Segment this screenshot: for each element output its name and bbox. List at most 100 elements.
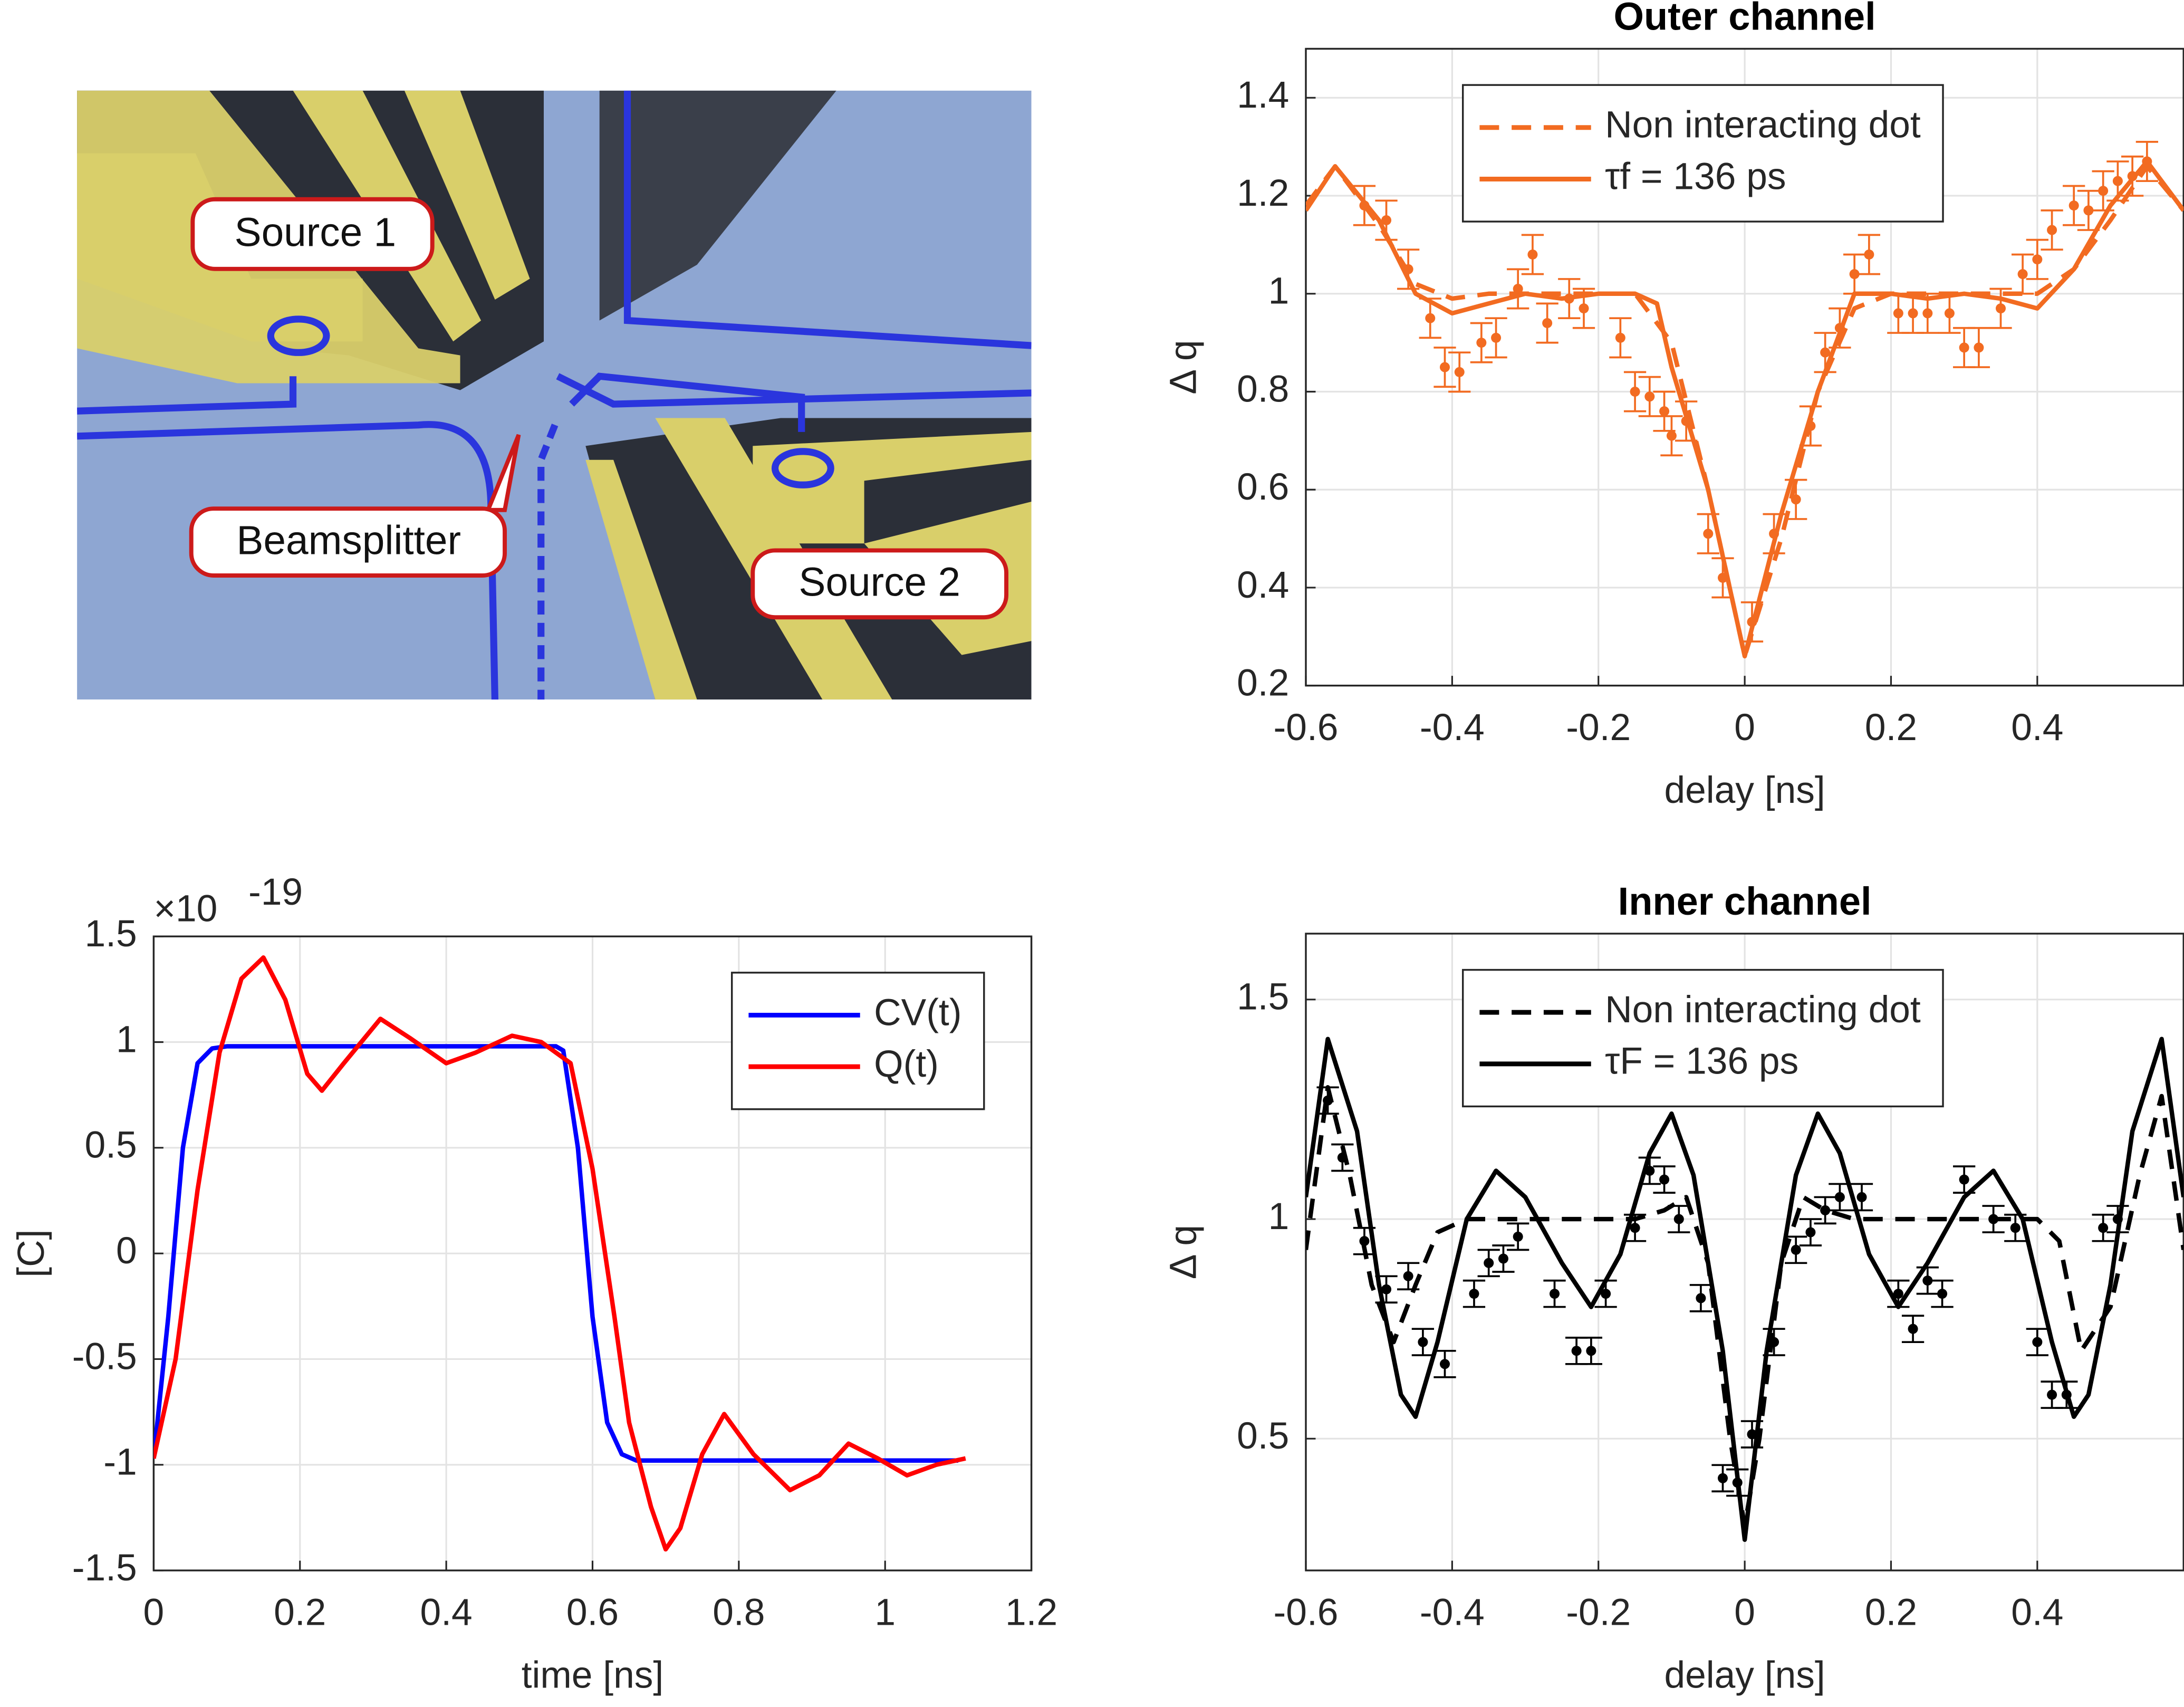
data-point <box>2017 269 2028 280</box>
data-point <box>1805 420 1816 431</box>
x-tick-label: -0.4 <box>1420 706 1485 749</box>
x-tick-label: 0.8 <box>713 1591 765 1633</box>
y-axis-label: Δ q <box>1162 1225 1205 1279</box>
data-point <box>2127 171 2138 181</box>
series-line <box>1305 1037 2184 1542</box>
axes-frame <box>152 935 1033 1571</box>
data-point <box>1498 1253 1508 1264</box>
etched-region <box>599 90 836 321</box>
y-tick-label: 1 <box>116 1018 137 1060</box>
x-tick-label: -0.4 <box>1420 1591 1485 1633</box>
y-tick-label: 0.2 <box>1237 662 1289 704</box>
data-point <box>1337 1152 1348 1163</box>
data-point <box>1834 323 1845 333</box>
label-pointer <box>485 434 521 512</box>
channel <box>77 421 499 700</box>
data-point <box>2032 254 2043 265</box>
data-point <box>2142 156 2152 167</box>
data-point <box>2068 200 2079 211</box>
y-tick-label: -0.5 <box>72 1335 137 1377</box>
edge-channels <box>77 90 1032 700</box>
y-tick-label: 1 <box>1268 1195 1290 1238</box>
data-point <box>1323 1095 1333 1106</box>
data-point <box>1681 416 1691 426</box>
y-tick-label: 1.2 <box>1237 172 1289 214</box>
data-point <box>1484 1258 1494 1268</box>
legend-label: CV(t) <box>874 991 961 1033</box>
data-point <box>2098 1223 2109 1233</box>
series-line <box>1305 164 2184 659</box>
y-tick-label: 0.6 <box>1237 466 1289 508</box>
data-point <box>1988 1214 1999 1224</box>
x-axis-label: delay [ns] <box>1664 1654 1825 1696</box>
legend-label: Non interacting dot <box>1605 104 1921 146</box>
y-tick-label: 1.5 <box>1237 976 1289 1018</box>
x-tick-label: -0.2 <box>1566 706 1631 749</box>
legend-label: Non interacting dot <box>1605 989 1921 1031</box>
data-point <box>1644 391 1655 402</box>
x-tick-label: 0 <box>1734 706 1755 749</box>
data-point <box>1571 1346 1582 1356</box>
y-tick-label: 0.5 <box>1237 1415 1289 1457</box>
x-tick-label: 0.4 <box>2011 706 2063 749</box>
data-point <box>1630 1223 1640 1233</box>
data-point <box>1550 1289 1560 1299</box>
x-tick-label: -0.6 <box>1274 1591 1339 1633</box>
y-tick-label: 1.5 <box>85 913 137 955</box>
legend: Non interacting dot τf = 136 ps <box>1461 84 1944 223</box>
label-box <box>751 548 1009 620</box>
data-point <box>2047 1389 2057 1400</box>
quantum-dot <box>267 315 330 356</box>
data-point <box>1696 1293 1706 1303</box>
data-point <box>2098 186 2109 196</box>
data-point <box>1359 1236 1370 1246</box>
data-point <box>1922 1276 1933 1286</box>
y-tick-label: 0.8 <box>1237 368 1289 410</box>
data-point <box>1805 1227 1816 1238</box>
data-point <box>1666 430 1677 441</box>
legend: CV(t) Q(t) <box>730 972 985 1110</box>
data-point <box>1922 308 1933 319</box>
x-tick-label: 1.2 <box>1005 1591 1057 1633</box>
axes-frame <box>1305 933 2184 1571</box>
channel <box>623 90 1032 349</box>
legend-box <box>730 972 985 1110</box>
data-point <box>1644 1165 1655 1176</box>
data-point <box>1893 1289 1903 1299</box>
y-tick-label: 0 <box>116 1230 137 1272</box>
data-point <box>2047 225 2057 235</box>
data-point <box>1586 1346 1596 1356</box>
data-point <box>1381 215 1392 225</box>
label: Source 1 <box>235 210 397 255</box>
y-tick-label: 1.4 <box>1237 74 1289 116</box>
legend-box <box>1461 968 1944 1108</box>
x-tick-label: 0.4 <box>2011 1591 2063 1633</box>
series-line <box>1305 159 2184 659</box>
channel <box>77 376 297 415</box>
data-point <box>1439 362 1450 372</box>
data-point <box>1995 303 2006 314</box>
y-tick-label: 0.4 <box>1237 564 1289 606</box>
x-tick-label: 0 <box>1734 1591 1755 1633</box>
data-point <box>1791 494 1801 505</box>
label-box <box>190 197 435 271</box>
quantum-dot <box>771 448 834 488</box>
x-tick-label: 0.2 <box>1865 706 1917 749</box>
x-tick-label: 0.6 <box>566 1591 619 1633</box>
gate <box>585 459 697 700</box>
data-point <box>1834 1192 1845 1202</box>
data-point <box>1381 1284 1392 1294</box>
x-tick-label: -0.6 <box>1274 706 1339 749</box>
chart-title: Outer channel <box>1613 0 1875 39</box>
chart: 0 0.2 0.4 0.6 0.8 1 1.2 -1.5 -1 -0.5 0 0.5 1 1.5 time … <box>10 871 1057 1696</box>
data-point <box>1564 293 1574 304</box>
data-point <box>1359 200 1370 211</box>
x-tick-label: 0.2 <box>1865 1591 1917 1633</box>
data-point <box>1747 1429 1757 1440</box>
data-point <box>1454 367 1465 377</box>
x-tick-label: 1 <box>874 1591 896 1633</box>
data-point <box>2112 1214 2123 1224</box>
series-line <box>153 955 966 1552</box>
data-point <box>1601 1289 1611 1299</box>
